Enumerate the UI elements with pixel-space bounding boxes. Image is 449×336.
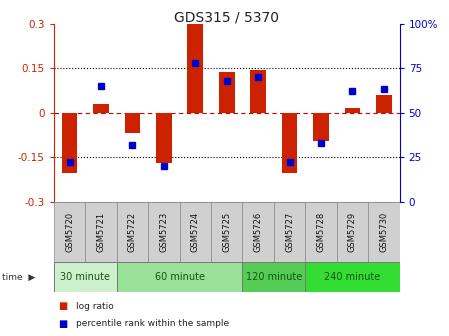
- Text: GSM5726: GSM5726: [254, 212, 263, 252]
- Text: time  ▶: time ▶: [2, 273, 35, 282]
- Text: GSM5722: GSM5722: [128, 212, 137, 252]
- Text: GSM5728: GSM5728: [317, 212, 326, 252]
- Text: GSM5723: GSM5723: [159, 212, 168, 252]
- Bar: [156, 113, 172, 163]
- Bar: [187, 22, 203, 113]
- Bar: [85, 202, 117, 262]
- Text: log ratio: log ratio: [76, 302, 114, 311]
- Bar: [345, 108, 360, 113]
- Bar: [282, 113, 297, 173]
- Bar: [242, 262, 305, 292]
- Text: GSM5724: GSM5724: [191, 212, 200, 252]
- Bar: [251, 70, 266, 113]
- Bar: [180, 202, 211, 262]
- Text: 30 minute: 30 minute: [60, 272, 110, 282]
- Bar: [54, 262, 117, 292]
- Bar: [242, 202, 274, 262]
- Bar: [274, 202, 305, 262]
- Text: percentile rank within the sample: percentile rank within the sample: [76, 319, 229, 328]
- Text: ■: ■: [58, 319, 68, 329]
- Text: ■: ■: [58, 301, 68, 311]
- Bar: [54, 202, 85, 262]
- Text: GSM5721: GSM5721: [97, 212, 106, 252]
- Text: GSM5720: GSM5720: [65, 212, 74, 252]
- Bar: [368, 202, 400, 262]
- Bar: [93, 104, 109, 113]
- Bar: [124, 113, 140, 133]
- Bar: [305, 262, 400, 292]
- Text: GSM5725: GSM5725: [222, 212, 231, 252]
- Bar: [376, 95, 392, 113]
- Bar: [211, 202, 242, 262]
- Bar: [219, 73, 234, 113]
- Bar: [117, 202, 148, 262]
- Bar: [313, 113, 329, 141]
- Bar: [148, 202, 180, 262]
- Bar: [305, 202, 337, 262]
- Text: GDS315 / 5370: GDS315 / 5370: [174, 10, 279, 24]
- Bar: [117, 262, 242, 292]
- Text: 60 minute: 60 minute: [154, 272, 205, 282]
- Bar: [62, 113, 77, 173]
- Text: GSM5730: GSM5730: [379, 212, 388, 252]
- Text: 240 minute: 240 minute: [324, 272, 381, 282]
- Text: 120 minute: 120 minute: [246, 272, 302, 282]
- Bar: [337, 202, 368, 262]
- Text: GSM5727: GSM5727: [285, 212, 294, 252]
- Text: GSM5729: GSM5729: [348, 212, 357, 252]
